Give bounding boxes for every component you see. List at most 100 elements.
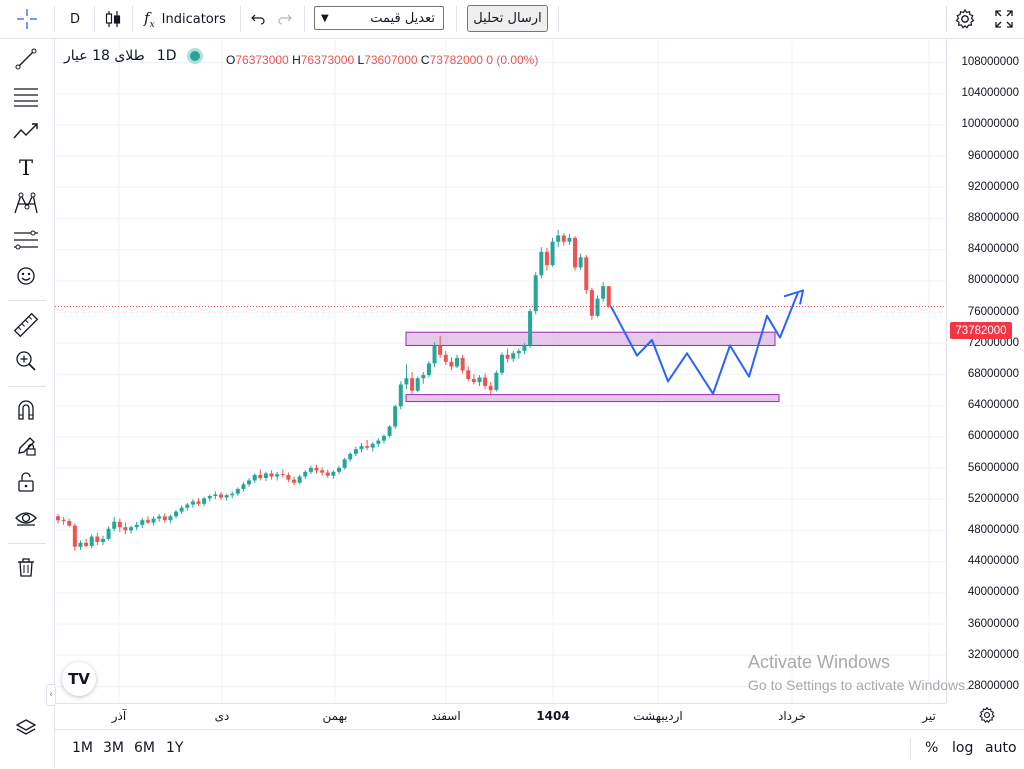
candle-body [145,520,150,523]
eye-icon[interactable] [11,503,41,533]
candle-body [488,386,493,390]
emoji-icon[interactable] [11,261,41,291]
candle-body [168,516,173,521]
range-3m-button[interactable]: 3M [103,740,124,756]
time-axis[interactable]: آذر دی بهمن اسفند 1404 اردیبهشت خرداد تیر [55,703,946,730]
price-chart[interactable] [55,39,946,703]
candle-body [342,459,347,468]
range-6m-button[interactable]: 6M [134,740,155,756]
candle-body [140,520,145,525]
candle-body [100,538,105,543]
candle-body [499,354,504,373]
time-tick-label: اردیبهشت [633,709,683,723]
layers-icon[interactable] [11,713,41,743]
candle-body [123,527,128,531]
candle-body [325,472,330,476]
close-label: C [420,53,430,67]
candle-body [365,446,370,448]
candle-body [483,377,488,387]
log-toggle[interactable]: log [952,740,974,756]
candle-body [606,286,611,307]
candle-body [162,516,167,521]
ruler-icon[interactable] [11,310,41,340]
pattern-tool-icon[interactable] [11,189,41,219]
candle-body [179,507,184,512]
text-tool-icon[interactable]: T [18,156,33,180]
zoom-in-icon[interactable] [11,346,41,376]
candle-body [449,361,454,367]
candle-body [196,501,201,504]
change-value: 0 (0.00%) [486,53,539,67]
unlock-icon[interactable] [11,467,41,497]
indicators-button[interactable]: fx Indicators [144,0,226,38]
candle-body [528,311,533,346]
candle-body [522,345,527,351]
pencil-lock-icon[interactable] [11,431,41,461]
time-tick-label: خرداد [777,709,807,723]
candle-body [218,494,223,498]
price-adjust-select[interactable]: ▼ تعدیل قیمت [314,6,444,30]
candle-body [376,440,381,444]
candle-body [432,345,437,364]
price-axis[interactable]: 108000000 104000000 100000000 96000000 92000… [946,39,1024,703]
candle-body [381,435,386,441]
indicators-label: Indicators [161,11,226,27]
candle-body [67,520,72,526]
interval-button[interactable]: D [70,11,81,27]
gear-icon[interactable] [954,0,976,38]
axis-settings-icon[interactable] [976,704,998,726]
horizontal-lines-icon[interactable] [11,81,41,111]
candle-body [213,494,218,496]
candle-body [230,493,235,496]
candle-body [78,542,83,547]
price-tick-label: 100000000 [961,118,1019,131]
trend-line-icon[interactable] [11,44,41,74]
candle-body [314,467,319,471]
candle-body [280,474,285,476]
magnet-icon[interactable] [11,395,41,425]
candle-body [129,527,134,531]
send-analysis-button[interactable]: ارسال تحلیل [467,5,548,32]
candle-body [404,378,409,385]
candles-icon[interactable] [104,0,122,38]
open-label: O [226,53,236,67]
fullscreen-icon[interactable] [995,0,1013,38]
price-tick-label: 108000000 [961,56,1019,68]
auto-toggle[interactable]: auto [985,740,1017,756]
candle-body [106,528,111,539]
candle-body [471,379,476,383]
candle-body [387,426,392,436]
candle-body [426,363,431,376]
redo-icon[interactable] [277,0,293,38]
fib-tool-icon[interactable] [11,225,41,255]
projection-tool-icon[interactable] [11,117,41,147]
crosshair-icon[interactable] [16,0,38,38]
range-1m-button[interactable]: 1M [72,740,93,756]
candle-body [263,473,268,479]
high-value: 76373000 [300,53,355,67]
undo-icon[interactable] [250,0,266,38]
time-tick-label: آذر [111,709,127,723]
candle-body [224,495,229,498]
price-tick-label: 88000000 [967,212,1019,224]
candle-body [235,488,240,494]
tradingview-logo[interactable]: TV [62,662,96,696]
price-tick-label: 80000000 [967,274,1019,287]
range-1y-button[interactable]: 1Y [166,740,184,756]
candle-body [455,357,460,367]
price-tick-label: 40000000 [967,586,1019,599]
price-tick-label: 56000000 [967,461,1019,474]
trash-icon[interactable] [11,552,41,582]
price-tick-label: 64000000 [967,399,1019,412]
percent-toggle[interactable]: % [925,740,939,756]
support-resistance-zone [405,394,780,403]
candle-body [505,354,510,359]
candle-body [494,372,499,390]
candle-body [511,353,516,359]
time-tick-label: بهمن [322,709,348,723]
collapse-handle[interactable]: ‹ [46,684,56,706]
candle-body [421,375,426,379]
status-dot [190,51,201,61]
candle-body [89,536,94,546]
candle-body [112,521,117,529]
